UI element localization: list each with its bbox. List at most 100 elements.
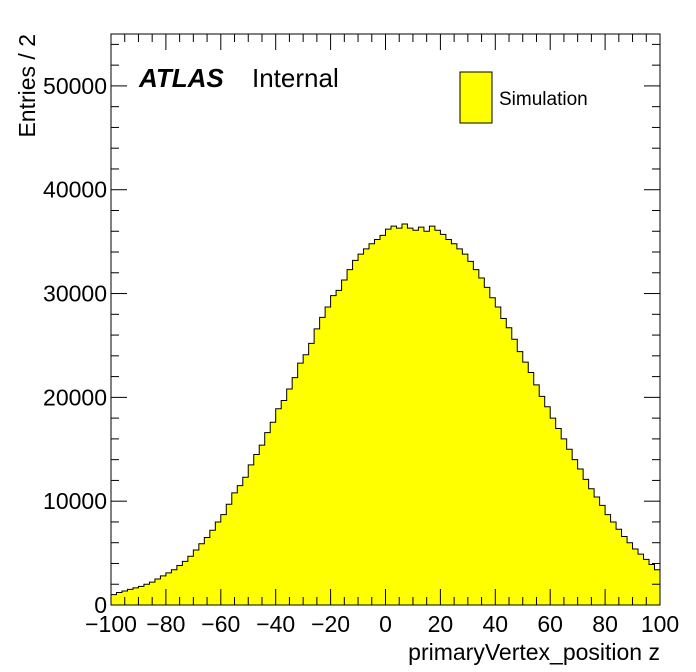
histogram-bar — [643, 559, 650, 605]
histogram-bar — [434, 230, 441, 605]
histogram-bar — [517, 351, 524, 605]
histogram-bar — [638, 554, 644, 605]
histogram-bar — [374, 239, 381, 605]
x-tick-label: 100 — [641, 611, 679, 637]
histogram-bar — [369, 243, 375, 606]
histogram-bar — [588, 488, 595, 605]
histogram-bar — [456, 248, 463, 606]
histogram-bar — [248, 464, 255, 605]
histogram-bar — [495, 307, 502, 605]
y-tick-label: 10000 — [43, 488, 107, 514]
histogram-bar — [583, 479, 590, 605]
histogram-bar — [451, 243, 458, 606]
histogram-bar — [242, 477, 249, 605]
x-tick-label: −80 — [146, 611, 185, 637]
y-tick-label: 30000 — [43, 281, 107, 307]
histogram-bar — [132, 587, 139, 605]
histogram-bar — [149, 582, 156, 605]
histogram-bar — [407, 228, 414, 605]
histogram-bar — [544, 406, 551, 605]
histogram-bar — [401, 223, 408, 605]
histogram-bar — [473, 269, 480, 605]
histogram-bar — [528, 372, 535, 605]
histogram-bar — [429, 226, 436, 605]
histogram-bar — [561, 438, 568, 605]
histogram-bar — [423, 231, 430, 605]
histogram-bar — [308, 343, 315, 605]
histogram-bar — [539, 396, 546, 605]
y-tick-label: 0 — [94, 592, 107, 618]
histogram-bar — [292, 377, 299, 605]
y-tick-label: 50000 — [43, 73, 107, 99]
histogram-bar — [566, 449, 573, 605]
histogram-bar — [182, 561, 189, 605]
histogram-bar — [506, 327, 513, 605]
histogram-bar — [649, 564, 655, 605]
histogram-bar — [303, 354, 310, 605]
histogram-bar — [165, 572, 172, 605]
histogram-bar — [380, 235, 386, 605]
histogram-bar — [215, 521, 222, 605]
histogram-bar — [418, 227, 425, 606]
histogram-bar — [160, 575, 167, 605]
internal-label: Internal — [252, 63, 339, 93]
histogram-bar — [209, 530, 216, 605]
histogram-bar — [511, 339, 518, 605]
histogram-bar — [193, 549, 200, 605]
histogram-bar — [396, 228, 403, 605]
histogram-bar — [522, 362, 529, 605]
histogram-bar — [171, 569, 178, 605]
histogram-bar — [347, 269, 353, 605]
histogram-bar — [445, 239, 452, 605]
x-tick-label: −40 — [256, 611, 295, 637]
histogram-bar — [198, 543, 205, 605]
histogram-bar — [610, 521, 617, 605]
histogram-bar — [572, 459, 579, 605]
x-tick-label: 60 — [537, 611, 563, 637]
histogram-bar — [599, 505, 606, 605]
x-tick-label: 40 — [483, 611, 509, 637]
histogram-bar — [533, 384, 540, 605]
x-tick-label: 80 — [592, 611, 618, 637]
atlas-label: ATLAS — [138, 63, 224, 93]
legend-label-simulation: Simulation — [499, 89, 588, 110]
histogram-bar — [187, 556, 194, 605]
histogram-bar — [385, 229, 392, 606]
histogram-bar — [489, 297, 496, 605]
y-axis-title: Entries / 2 — [14, 34, 40, 138]
x-tick-label: 20 — [428, 611, 454, 637]
histogram-bars — [111, 223, 661, 606]
histogram-bar — [632, 548, 639, 605]
histogram-bar — [111, 594, 117, 605]
axis-ticks — [110, 34, 661, 606]
histogram-bar — [275, 408, 282, 605]
histogram-bar — [352, 260, 359, 605]
histogram-bar — [253, 454, 260, 605]
x-tick-labels: −100 −80 −60 −40 −20 0 20 40 60 80 100 — [85, 611, 679, 637]
histogram-bar — [555, 428, 562, 605]
histogram-bar — [330, 295, 337, 605]
y-tick-labels: 0 10000 20000 30000 40000 50000 — [43, 73, 107, 618]
histogram-bar — [621, 536, 628, 605]
histogram-bar — [116, 592, 123, 605]
x-tick-label: −60 — [201, 611, 240, 637]
histogram-bar — [577, 468, 584, 605]
histogram-bar — [654, 569, 661, 605]
histogram-bar — [336, 290, 342, 605]
histogram-bar — [143, 584, 150, 605]
histogram-bar — [270, 422, 277, 605]
x-tick-label: 0 — [379, 611, 392, 637]
x-axis-title: primaryVertex_position z — [408, 639, 660, 665]
histogram-bar — [138, 586, 145, 605]
histogram-bar — [594, 497, 601, 605]
histogram-bar — [314, 328, 321, 605]
histogram-bar — [390, 226, 397, 605]
histogram-bar — [467, 261, 474, 605]
histogram-bar — [237, 485, 244, 605]
y-tick-label: 20000 — [43, 384, 107, 410]
histogram-bar — [259, 445, 266, 605]
x-tick-label: −100 — [85, 611, 137, 637]
histogram-bar — [264, 432, 271, 605]
histogram-bar — [500, 318, 507, 605]
histogram-bar — [204, 537, 211, 605]
